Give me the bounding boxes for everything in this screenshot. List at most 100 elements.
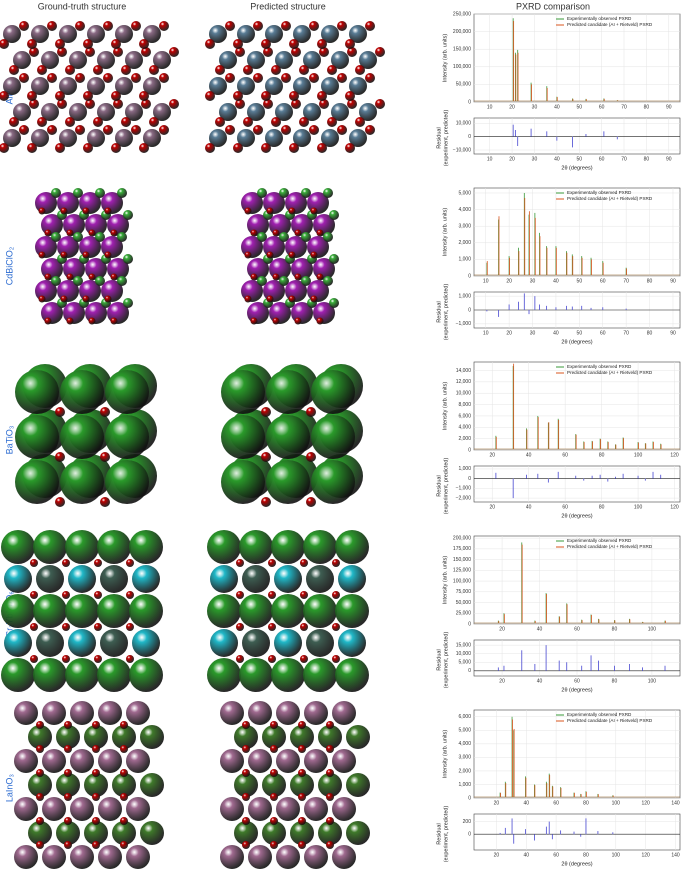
atom <box>332 701 356 725</box>
atom <box>27 91 37 101</box>
atom <box>29 47 39 57</box>
atom <box>64 721 72 729</box>
y-tick-label: 100,000 <box>453 578 471 584</box>
atom <box>31 77 49 95</box>
atom <box>281 73 291 83</box>
x-tick-label: 60 <box>599 156 605 162</box>
x-tick-label: 30 <box>532 156 538 162</box>
atom <box>338 565 366 593</box>
atom <box>98 749 122 773</box>
atom <box>327 117 337 127</box>
atom <box>221 370 265 414</box>
atom <box>261 452 271 462</box>
row-label: LaInO₃ <box>4 774 14 803</box>
atom <box>332 623 340 631</box>
atom <box>9 117 19 127</box>
atom <box>55 497 65 507</box>
atom <box>94 655 102 663</box>
atom <box>300 655 308 663</box>
x-tick-label: 90 <box>670 330 676 336</box>
atom <box>149 117 159 127</box>
atom <box>100 629 128 657</box>
atom <box>306 629 334 657</box>
x-tick-label: 80 <box>612 626 618 632</box>
atom <box>236 623 244 631</box>
atom <box>265 129 283 147</box>
atom <box>131 125 141 135</box>
atom <box>261 497 271 507</box>
atom <box>215 117 225 127</box>
atom <box>64 745 72 753</box>
atom <box>332 591 340 599</box>
atom <box>220 701 244 725</box>
atom <box>331 51 349 69</box>
atom <box>97 658 131 692</box>
atom <box>294 273 302 281</box>
y-tick-label: 0 <box>468 476 471 482</box>
atom <box>92 721 100 729</box>
atom <box>310 251 318 259</box>
residual-axis-label: (experiment, predicted) <box>443 110 449 167</box>
x-axis-label: 2θ (degrees) <box>561 861 592 867</box>
atom <box>275 51 293 69</box>
atom <box>3 129 21 147</box>
atom <box>244 295 252 303</box>
x-tick-label: 50 <box>577 330 583 336</box>
atom <box>331 103 349 121</box>
y-tick-label: −1,000 <box>456 486 472 492</box>
atom <box>65 65 75 75</box>
atom <box>316 317 324 325</box>
atom <box>298 793 306 801</box>
atom <box>120 817 128 825</box>
atom <box>219 103 237 121</box>
atom <box>140 725 164 749</box>
atom <box>120 769 128 777</box>
atom <box>38 207 46 215</box>
x-axis-label: 2θ (degrees) <box>561 687 592 693</box>
atom <box>95 188 105 198</box>
atom <box>275 103 293 121</box>
atom <box>169 99 179 109</box>
atom <box>153 103 171 121</box>
atom <box>257 188 267 198</box>
atom <box>298 817 306 825</box>
x-tick-label: 80 <box>599 452 605 458</box>
atom <box>349 77 367 95</box>
atom <box>31 25 49 43</box>
y-tick-label: 3,000 <box>458 755 471 761</box>
x-tick-label: 10 <box>487 104 493 110</box>
y-tick-label: 0 <box>468 621 471 627</box>
atom <box>159 21 169 31</box>
atom <box>0 39 9 49</box>
atom <box>346 725 370 749</box>
legend-label: Predicted candidate (AI + Rietveld) PXRD <box>567 544 653 549</box>
atom <box>337 73 347 83</box>
atom <box>220 845 244 869</box>
atom <box>272 317 280 325</box>
atom <box>327 65 337 75</box>
atom <box>270 793 278 801</box>
x-tick-label: 40 <box>554 156 560 162</box>
atom <box>270 745 278 753</box>
atom <box>88 229 96 237</box>
atom <box>221 415 265 459</box>
atom <box>261 143 271 153</box>
atom <box>268 623 276 631</box>
atom <box>290 773 314 797</box>
atom <box>261 407 271 417</box>
atom <box>75 73 85 83</box>
atom <box>103 125 113 135</box>
atom <box>268 655 276 663</box>
atom <box>87 77 105 95</box>
residual-axis-label: Residual <box>436 475 442 496</box>
atom <box>345 91 355 101</box>
atom <box>335 594 369 628</box>
atom <box>70 701 94 725</box>
atom <box>332 797 356 821</box>
atom <box>309 73 319 83</box>
atom <box>87 25 105 43</box>
atom <box>294 317 302 325</box>
atom <box>82 295 90 303</box>
atom <box>207 530 241 564</box>
y-tick-label: 4,000 <box>458 207 471 213</box>
